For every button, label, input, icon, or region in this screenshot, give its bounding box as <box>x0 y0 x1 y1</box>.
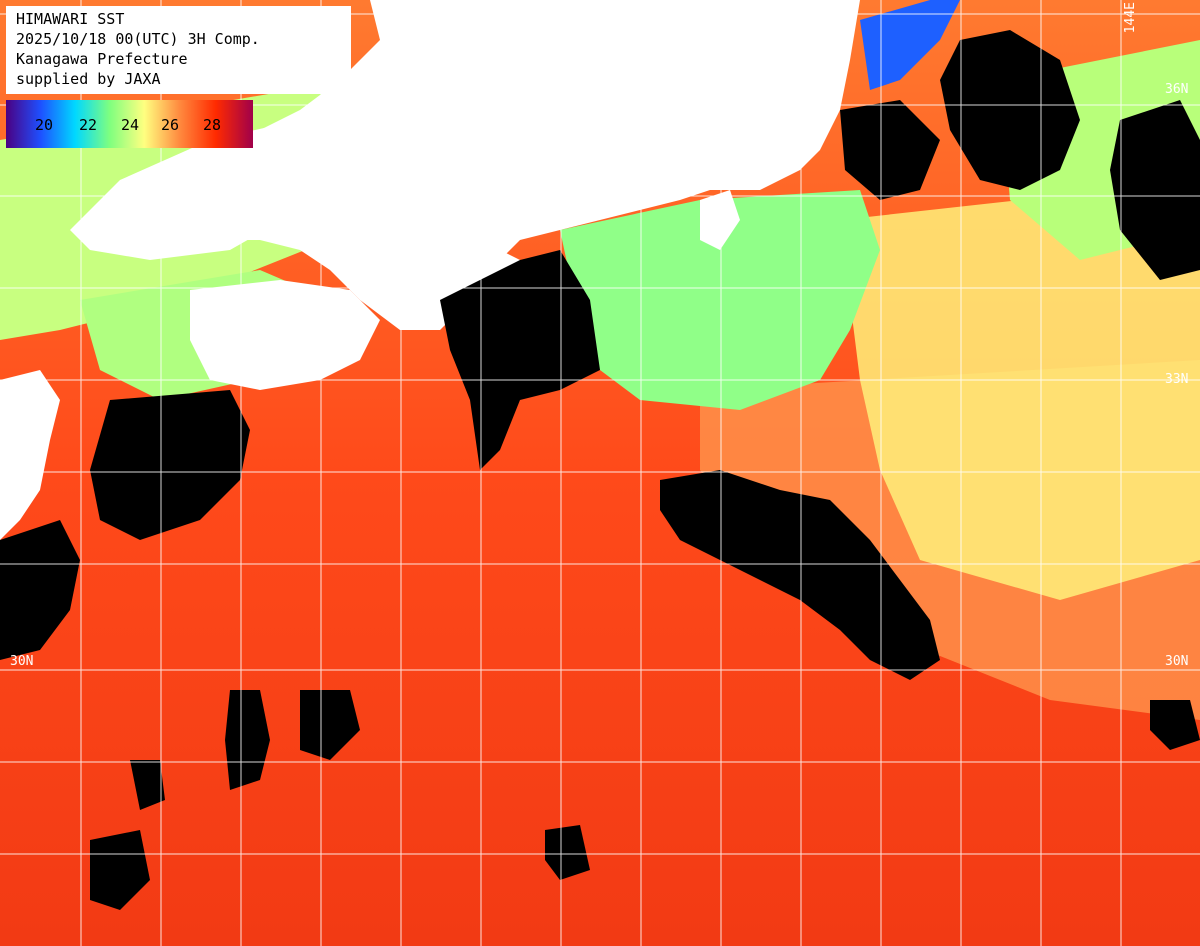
cloud-southwest-2 <box>300 690 360 760</box>
cool-sea-north <box>560 190 880 410</box>
lat-label-36n: 36N <box>1165 82 1189 97</box>
title-line-2: 2025/10/18 00(UTC) 3H Comp. <box>16 30 260 48</box>
cloud-south-3 <box>545 825 590 880</box>
legend-label-28: 28 <box>203 116 222 134</box>
cloud-central <box>660 470 940 680</box>
lat-label-30n-right: 30N <box>1165 654 1189 669</box>
lon-label-136e: 136E <box>483 2 498 34</box>
cloud-kii-channel <box>440 250 600 470</box>
legend-label-20: 20 <box>35 116 54 134</box>
yellow-sea-region <box>840 180 1200 600</box>
lat-label-30n-left: 30N <box>10 654 34 669</box>
legend-label-22: 22 <box>79 116 98 134</box>
lon-label-144e: 144E <box>1123 2 1138 34</box>
legend-color-bar <box>6 100 253 148</box>
cloud-south-kyushu <box>0 520 80 660</box>
cloud-far-northeast <box>1110 100 1200 280</box>
title-line-1: HIMAWARI SST <box>16 10 125 28</box>
title-box: HIMAWARI SST 2025/10/18 00(UTC) 3H Comp.… <box>6 6 351 94</box>
land-honshu-west <box>70 120 340 260</box>
title-line-4: supplied by JAXA <box>16 70 161 88</box>
cloud-southwest-1 <box>225 690 270 790</box>
cold-sea-patch <box>860 0 960 90</box>
legend-label-26: 26 <box>161 116 180 134</box>
cloud-east-small <box>1150 700 1200 750</box>
cloud-south-2 <box>90 830 150 910</box>
cloud-south-1 <box>130 760 165 810</box>
land-shikoku <box>190 280 380 390</box>
land-honshu <box>200 0 860 330</box>
cloud-coast-north <box>840 100 940 200</box>
title-line-3: Kanagawa Prefecture <box>16 50 188 68</box>
legend-label-24: 24 <box>121 116 140 134</box>
land-izu <box>700 190 740 250</box>
cloud-northeast <box>940 30 1080 190</box>
cloud-west-coast <box>90 390 250 540</box>
land-kyushu <box>0 370 60 540</box>
lat-label-33n: 33N <box>1165 372 1189 387</box>
